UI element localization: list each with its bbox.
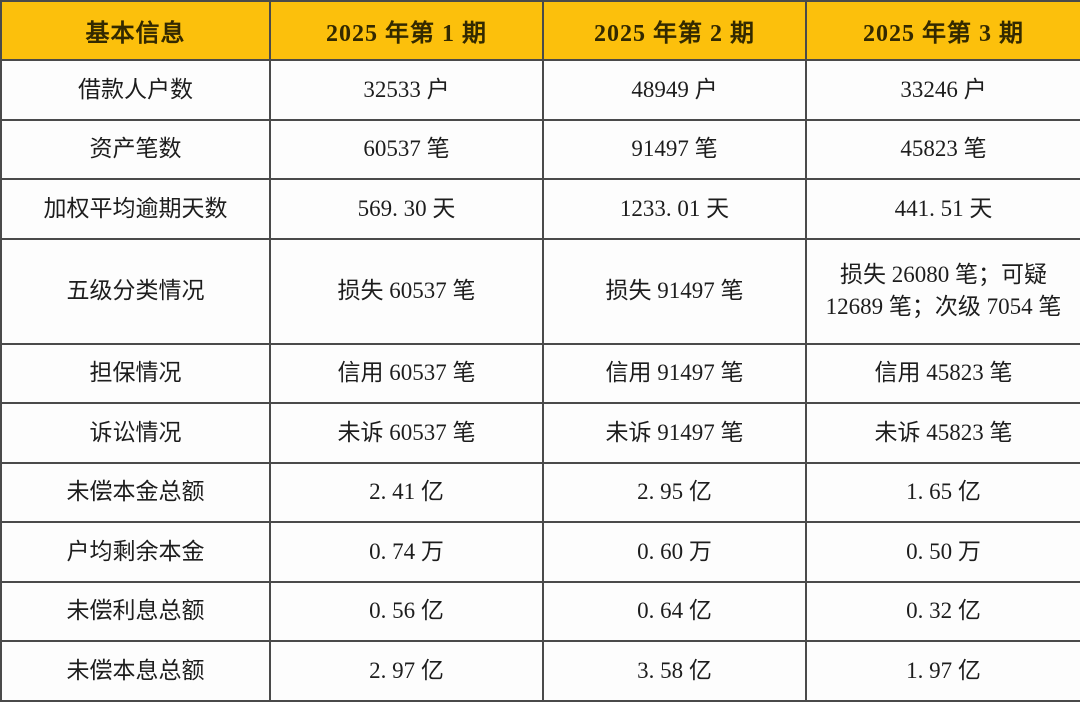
header-cell-period-3: 2025 年第 3 期 [805, 0, 1080, 61]
period-2-value-cell: 0. 60 万 [542, 521, 807, 583]
period-1-value-cell: 2. 41 亿 [269, 461, 544, 524]
period-2-value-cell: 48949 户 [542, 59, 807, 121]
period-3-value-cell: 损失 26080 笔；可疑 12689 笔；次级 7054 笔 [805, 237, 1080, 345]
period-2-value-cell: 91497 笔 [542, 118, 807, 181]
header-row: 基本信息 2025 年第 1 期 2025 年第 2 期 2025 年第 3 期 [0, 0, 1080, 61]
period-1-value-cell: 60537 笔 [269, 118, 544, 181]
row-label-cell: 户均剩余本金 [0, 521, 271, 583]
period-3-value-cell: 0. 50 万 [805, 521, 1080, 583]
period-3-value-cell: 0. 32 亿 [805, 580, 1080, 643]
row-label-cell: 资产笔数 [0, 118, 271, 181]
table-row: 五级分类情况 损失 60537 笔 损失 91497 笔 损失 26080 笔；… [0, 237, 1080, 345]
row-label-cell: 加权平均逾期天数 [0, 178, 271, 240]
header-cell-period-1: 2025 年第 1 期 [269, 0, 544, 61]
table-row: 借款人户数 32533 户 48949 户 33246 户 [0, 59, 1080, 121]
period-1-value-cell: 信用 60537 笔 [269, 342, 544, 405]
period-3-value-cell: 未诉 45823 笔 [805, 402, 1080, 464]
period-3-value-cell: 45823 笔 [805, 118, 1080, 181]
period-3-value-cell: 信用 45823 笔 [805, 342, 1080, 405]
period-2-value-cell: 3. 58 亿 [542, 640, 807, 702]
period-1-value-cell: 0. 56 亿 [269, 580, 544, 643]
period-1-value-cell: 损失 60537 笔 [269, 237, 544, 345]
period-2-value-cell: 0. 64 亿 [542, 580, 807, 643]
row-label-cell: 未偿本金总额 [0, 461, 271, 524]
period-1-value-cell: 0. 74 万 [269, 521, 544, 583]
row-label-cell: 未偿利息总额 [0, 580, 271, 643]
table-row: 户均剩余本金 0. 74 万 0. 60 万 0. 50 万 [0, 521, 1080, 583]
row-label-cell: 诉讼情况 [0, 402, 271, 464]
table-row: 未偿本金总额 2. 41 亿 2. 95 亿 1. 65 亿 [0, 461, 1080, 524]
period-1-value-cell: 32533 户 [269, 59, 544, 121]
table-body: 借款人户数 32533 户 48949 户 33246 户 资产笔数 60537… [0, 59, 1080, 702]
period-3-value-cell: 441. 51 天 [805, 178, 1080, 240]
table-row: 未偿利息总额 0. 56 亿 0. 64 亿 0. 32 亿 [0, 580, 1080, 643]
period-2-value-cell: 损失 91497 笔 [542, 237, 807, 345]
header-cell-period-2: 2025 年第 2 期 [542, 0, 807, 61]
period-3-value-cell: 1. 97 亿 [805, 640, 1080, 702]
period-3-value-cell: 33246 户 [805, 59, 1080, 121]
table-header: 基本信息 2025 年第 1 期 2025 年第 2 期 2025 年第 3 期 [0, 0, 1080, 61]
row-label-cell: 未偿本息总额 [0, 640, 271, 702]
row-label-cell: 五级分类情况 [0, 237, 271, 345]
period-1-value-cell: 未诉 60537 笔 [269, 402, 544, 464]
header-cell-basic-info: 基本信息 [0, 0, 271, 61]
table-row: 诉讼情况 未诉 60537 笔 未诉 91497 笔 未诉 45823 笔 [0, 402, 1080, 464]
period-1-value-cell: 569. 30 天 [269, 178, 544, 240]
row-label-cell: 担保情况 [0, 342, 271, 405]
row-label-cell: 借款人户数 [0, 59, 271, 121]
period-2-value-cell: 未诉 91497 笔 [542, 402, 807, 464]
table-row: 加权平均逾期天数 569. 30 天 1233. 01 天 441. 51 天 [0, 178, 1080, 240]
period-1-value-cell: 2. 97 亿 [269, 640, 544, 702]
period-2-value-cell: 2. 95 亿 [542, 461, 807, 524]
period-2-value-cell: 信用 91497 笔 [542, 342, 807, 405]
period-2-value-cell: 1233. 01 天 [542, 178, 807, 240]
table-row: 资产笔数 60537 笔 91497 笔 45823 笔 [0, 118, 1080, 181]
table-row: 未偿本息总额 2. 97 亿 3. 58 亿 1. 97 亿 [0, 640, 1080, 702]
period-3-value-cell: 1. 65 亿 [805, 461, 1080, 524]
table-row: 担保情况 信用 60537 笔 信用 91497 笔 信用 45823 笔 [0, 342, 1080, 405]
